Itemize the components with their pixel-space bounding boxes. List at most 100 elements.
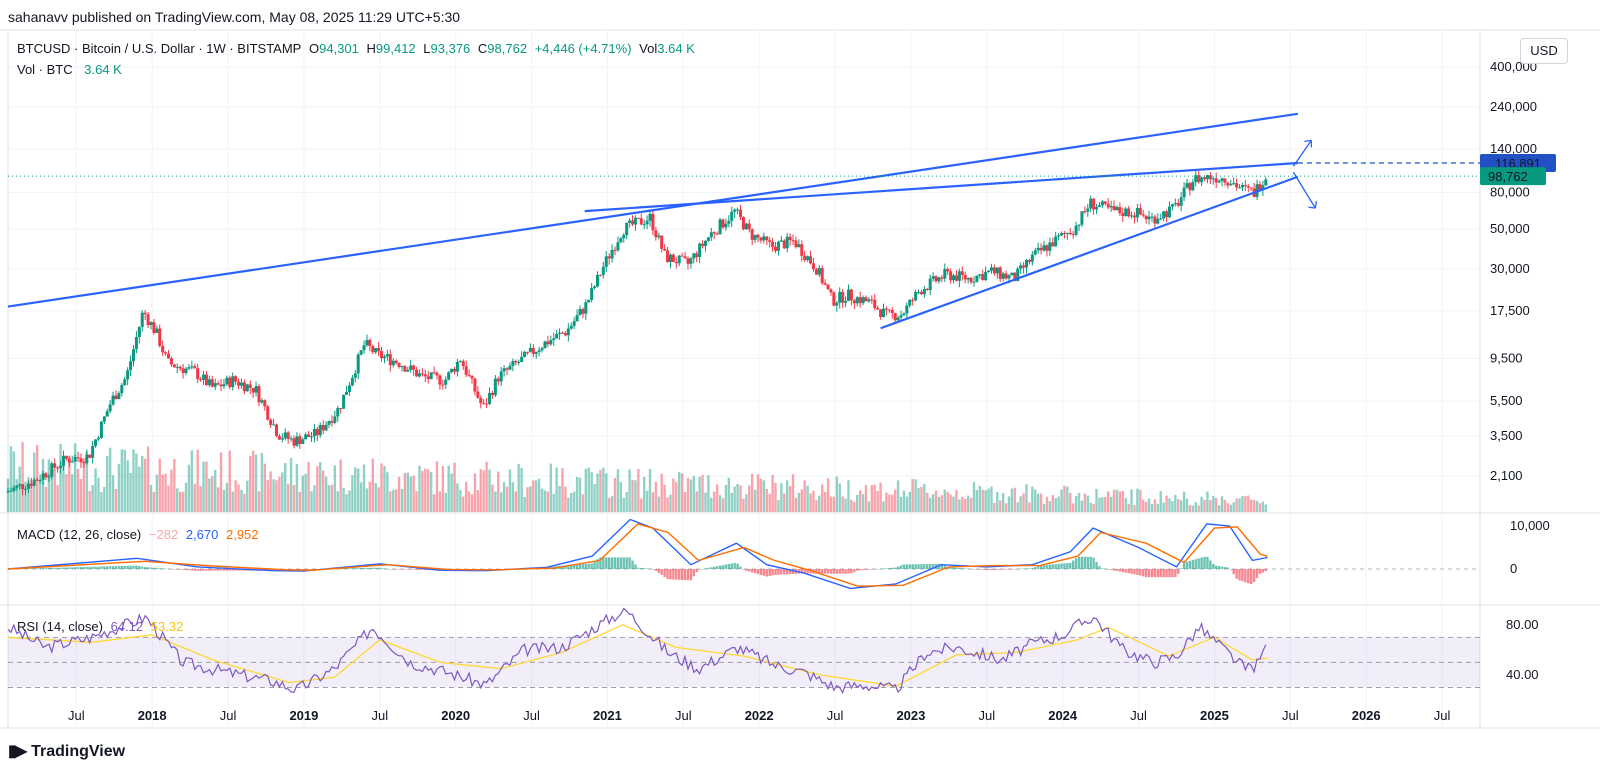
candle-body (1074, 225, 1078, 235)
candle-body (216, 383, 220, 385)
volume-bar (450, 473, 453, 512)
volume-bar (73, 443, 77, 512)
candle-body (987, 270, 991, 272)
macd-histogram-bar (1147, 569, 1151, 578)
volume-bar (949, 494, 952, 512)
volume-bar (377, 487, 380, 512)
candle-body (1086, 208, 1090, 212)
candle-body (817, 268, 821, 275)
candle-body (517, 361, 521, 363)
macd-histogram-bar (578, 564, 582, 569)
candle-body (167, 353, 171, 359)
volume-bar (1112, 489, 1116, 512)
currency-button[interactable]: USD (1520, 38, 1568, 64)
time-tick-label: 2018 (138, 708, 167, 723)
candle-body (134, 337, 138, 350)
volume-bar (663, 484, 666, 512)
candle-body (949, 271, 953, 281)
candle-body (619, 238, 623, 243)
macd-histogram-bar (891, 567, 894, 569)
candle-body (677, 255, 681, 264)
macd-histogram-bar (377, 567, 380, 569)
volume-bar (1194, 502, 1197, 512)
volume-bar (1197, 505, 1200, 512)
rsi-tick-label: 80.00 (1506, 617, 1539, 632)
volume-bar (1185, 498, 1189, 512)
macd-histogram-bar (619, 557, 623, 569)
macd-histogram-bar (675, 569, 678, 580)
candle-body (169, 358, 173, 365)
volume-bar (1139, 489, 1142, 512)
volume-bar (135, 453, 138, 512)
macd-histogram-bar (818, 569, 821, 574)
candle-body (876, 307, 880, 310)
volume-bar (1162, 502, 1165, 512)
volume-bar (750, 473, 754, 512)
volume-bar (441, 466, 445, 512)
volume-bar (1232, 502, 1235, 512)
macd-histogram-bar (397, 569, 401, 570)
candle-body (779, 240, 783, 242)
candle-body (342, 394, 346, 409)
macd-histogram-bar (1200, 557, 1203, 569)
volume-bar (100, 492, 103, 512)
macd-histogram-bar (879, 568, 882, 570)
candle-body (508, 365, 512, 370)
macd-histogram-bar (354, 568, 357, 569)
candle-body (1179, 197, 1183, 206)
open-value: 94,301 (319, 41, 359, 56)
trendline-upper-resistance (584, 161, 1298, 213)
volume-bar (774, 482, 777, 512)
volume-bar (307, 461, 310, 512)
volume-bar (199, 486, 202, 512)
candle-body (219, 384, 223, 387)
volume-bar (266, 480, 269, 512)
candle-body (701, 243, 705, 246)
macd-histogram-bar (727, 563, 731, 569)
volume-bar (371, 458, 374, 512)
macd-histogram-bar (689, 569, 693, 581)
macd-histogram-bar (35, 568, 39, 569)
macd-histogram-bar (1252, 569, 1256, 583)
candle-body (1162, 211, 1166, 219)
candle-body (1240, 185, 1244, 188)
volume-bar (190, 450, 194, 512)
volume-bar (392, 489, 395, 512)
volume-bar (286, 483, 290, 512)
volume-bar (987, 488, 990, 512)
close-label: C (477, 41, 488, 56)
trendline-upper-wide (7, 112, 1299, 308)
candle-body (1033, 250, 1037, 255)
candle-body (1165, 211, 1169, 218)
macd-histogram-bar (683, 569, 687, 581)
macd-histogram-bar (625, 557, 628, 569)
volume-bar (1252, 500, 1256, 512)
macd-histogram-bar (750, 569, 754, 573)
candle-body (181, 368, 185, 374)
candle-body (1060, 233, 1064, 236)
macd-histogram-bar (1112, 569, 1116, 571)
volume-bar (785, 480, 789, 512)
macd-histogram-bar (1069, 562, 1072, 569)
volume-bar (237, 484, 240, 512)
macd-histogram-bar (701, 568, 704, 570)
macd-histogram-bar (899, 565, 903, 569)
macd-histogram-bar (867, 569, 871, 570)
macd-histogram-bar (1250, 569, 1253, 585)
candle-body (858, 297, 862, 304)
candle-body (893, 313, 897, 321)
volume-bar (68, 455, 71, 512)
macd-histogram-bar (202, 569, 205, 571)
macd-histogram-bar (1115, 569, 1119, 572)
macd-line-value: 2,670 (185, 527, 219, 542)
volume-bar (114, 489, 118, 512)
volume-bar (759, 478, 763, 512)
volume-bar (275, 480, 278, 512)
volume-bar (1226, 503, 1230, 512)
macd-histogram-bar (111, 566, 115, 569)
candle-body (1243, 185, 1247, 187)
volume-bar (931, 494, 935, 512)
volume-bar (943, 489, 946, 512)
